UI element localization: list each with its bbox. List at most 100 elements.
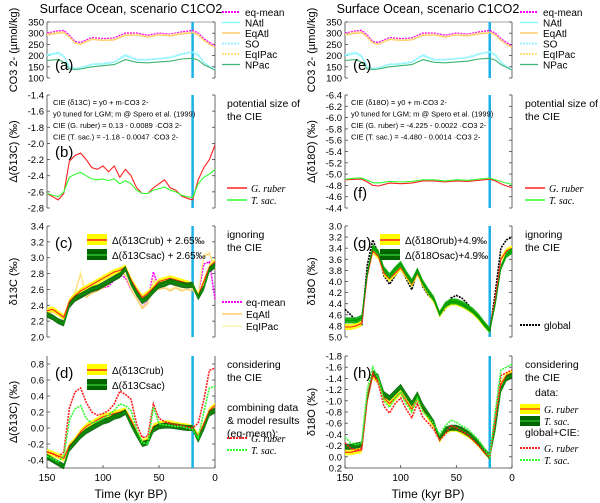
y-tick-label: -1.8 [28, 123, 44, 134]
side-note: the CIE [227, 372, 262, 384]
y-tick-label: 200 [326, 51, 342, 62]
y-tick-label: -6.4 [326, 91, 342, 102]
y-tick-label: 4.0 [329, 277, 342, 288]
x-axis-label-left: Time (kyr BP) [95, 487, 168, 501]
y-tick-label: 0.6 [31, 376, 44, 387]
side-note: the CIE [525, 242, 560, 254]
y-tick-label: 150 [28, 62, 44, 73]
y-axis-label: δ13C (‰) [8, 258, 20, 306]
side-note: ignoring [227, 229, 265, 241]
y-tick-label: -0.8 [326, 408, 342, 419]
panel-label: (h) [353, 365, 371, 382]
series-line [46, 57, 216, 71]
y-tick-label: -1.4 [28, 91, 44, 102]
y-tick-label: -4.8 [326, 181, 342, 192]
cie-annotation: CIE (T. sac.) = -4.480 - 0.0014 ·CO3 2- [351, 133, 481, 142]
y-tick-label: 2.0 [31, 333, 44, 344]
x-tick-label: 50 [153, 473, 165, 484]
side-note: & model results [227, 415, 299, 427]
y-tick-label: 2.4 [31, 301, 44, 312]
series-line [46, 385, 216, 463]
x-tick-label: 0 [509, 473, 515, 484]
y-tick-label: -2.0 [28, 139, 44, 150]
y-tick-label: -0.4 [28, 456, 44, 467]
x-tick-label: 100 [392, 473, 409, 484]
cie-annotation: y0 tuned for LGM; m @ Spero et al. (1999… [351, 110, 494, 119]
x-tick-label: 150 [39, 473, 56, 484]
legend-item: EqAtl [245, 29, 269, 40]
y-tick-label: 300 [326, 29, 342, 40]
y-tick-label: -5.8 [326, 124, 342, 135]
legend-item: EqAtl [543, 29, 567, 40]
x-axis-label-right: Time (kyr BP) [392, 487, 465, 501]
legend-item: EqIPac [543, 50, 575, 61]
panel-b: -1.4 -1.6 -1.8 -2.0 -2.2 -2.4 -2.6 -2.8 Δ(δ13C) … [8, 91, 300, 215]
legend-item: EqIPac [245, 50, 277, 61]
y-tick-label: 0.0 [329, 452, 342, 463]
y-tick-label: 200 [28, 51, 44, 62]
series-line [344, 50, 513, 70]
panel-c: 3.4 3.2 3.0 2.8 2.6 2.4 2.2 2.0 δ13C (‰) (c) ignor… [8, 222, 285, 344]
band-legend-label: Δ(δ13Csac) + 2.65‰ [112, 251, 206, 262]
legend-item: G. ruber [549, 184, 584, 195]
y-tick-label: -6.2 [326, 102, 342, 113]
cie-annotation: CIE (G. ruber) = 0.13 - 0.0089 ·CO3 2- [53, 121, 182, 130]
x-tick-label: 100 [95, 473, 112, 484]
panel-label: (a) [55, 57, 73, 74]
y-tick-label: -1.2 [326, 385, 342, 396]
legend-item: T. sac. [544, 456, 570, 467]
series-line [345, 371, 513, 459]
y-tick-label: 350 [28, 18, 44, 29]
y-tick-label: 4.4 [329, 299, 342, 310]
series-band [47, 407, 215, 470]
y-tick-label: 100 [28, 74, 44, 85]
panel-label: (c) [55, 235, 73, 252]
y-tick-label: -5.0 [326, 170, 342, 181]
y-tick-label: -5.6 [326, 136, 342, 147]
legend-item: T. sac. [251, 446, 277, 457]
y-tick-label: -2.2 [28, 155, 44, 166]
y-tick-label: -0.4 [326, 430, 342, 441]
y-tick-label: 4.6 [329, 310, 342, 321]
y-tick-label: 0.2 [31, 408, 44, 419]
band-legend-label: Δ(δ13Crub) + 2.65‰ [112, 236, 205, 247]
legend-item: T. sac. [544, 417, 570, 428]
panel-h: -1.8-1.6-1.4-1.2-1.0-0.8-0.6-0.4-0.20.00… [306, 352, 580, 485]
y-tick-label: -0.2 [326, 441, 342, 452]
series-band [345, 244, 512, 334]
side-note: considering [227, 359, 281, 371]
y-axis-label: Δ(δ18O) (‰) [306, 120, 318, 183]
series-line [344, 363, 513, 460]
y-tick-label: 0.2 [329, 464, 342, 475]
series-line [344, 177, 513, 185]
legend-item: G. ruber [544, 444, 579, 455]
y-tick-label: 3.4 [31, 222, 44, 233]
cie-annotation: CIE (δ13C) = y0 + m·CO3 2- [53, 98, 149, 107]
legend-item: NAtl [543, 19, 562, 30]
panel-label: (b) [55, 144, 73, 161]
series-line [344, 31, 513, 48]
side-note: potential size of [227, 98, 300, 110]
y-tick-label: 5.0 [329, 333, 342, 344]
legend-item: T. sac. [251, 196, 277, 207]
series-line [344, 369, 513, 459]
y-tick-label: 0.8 [31, 360, 44, 371]
side-note: considering [525, 359, 579, 371]
side-note: the CIE [525, 111, 560, 123]
y-tick-label: 4.8 [329, 321, 342, 332]
y-tick-label: 3.0 [31, 253, 44, 264]
y-tick-label: 2.6 [31, 285, 44, 296]
y-tick-label: 3.6 [329, 255, 342, 266]
y-tick-label: 3.0 [329, 222, 342, 233]
cie-annotation: CIE (δ18O) = y0 + m·CO3 2- [351, 98, 447, 107]
column-title-right: Surface Ocean, scenario C1CO2 [337, 2, 520, 16]
panel-d: 0.8 0.6 0.4 0.2 0.0 -0.2 -0.4 Δ(δ13C) (‰) 150 100… [8, 356, 299, 484]
y-tick-label: -4.4 [326, 204, 342, 215]
y-axis-label: Δ(δ13C) (‰) [8, 381, 20, 443]
y-tick-label: -0.2 [28, 440, 44, 451]
legend-item: G. ruber [251, 434, 286, 445]
y-tick-label: -1.8 [326, 352, 342, 363]
y-tick-label: 0.4 [31, 392, 44, 403]
